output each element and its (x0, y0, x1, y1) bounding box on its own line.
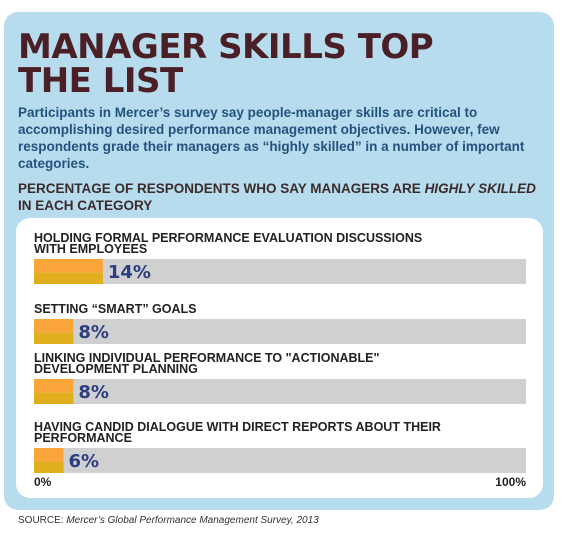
category-label: HAVING CANDID DIALOGUE WITH DIRECT REPOR… (34, 420, 441, 434)
data-label: 8% (78, 382, 109, 403)
chart-card: HOLDING FORMAL PERFORMANCE EVALUATION DI… (16, 218, 543, 498)
chart-heading-suffix: IN EACH CATEGORY (18, 198, 153, 213)
bar-chart: HOLDING FORMAL PERFORMANCE EVALUATION DI… (34, 231, 526, 489)
bar-fill-top (34, 448, 64, 462)
bar-fill-bottom (34, 392, 74, 404)
bar-fill-bottom (34, 332, 74, 344)
category-label: LINKING INDIVIDUAL PERFORMANCE TO "ACTIO… (34, 351, 379, 365)
data-label: 6% (69, 451, 100, 472)
bar-fill-bottom (34, 272, 103, 284)
page-title: MANAGER SKILLS TOP THE LIST (18, 30, 538, 98)
category-label: HOLDING FORMAL PERFORMANCE EVALUATION DI… (34, 231, 422, 245)
category-label: WITH EMPLOYEES (34, 242, 147, 256)
x-tick-label: 0% (34, 475, 52, 489)
bar-track (34, 379, 526, 404)
data-label: 8% (78, 322, 109, 343)
bar-fill-bottom (34, 461, 64, 473)
chart-heading-prefix: PERCENTAGE OF RESPONDENTS WHO SAY MANAGE… (18, 181, 425, 196)
bar-fill-top (34, 379, 74, 393)
title-line-1: MANAGER SKILLS TOP (18, 27, 434, 67)
data-label: 14% (108, 262, 151, 283)
bar-track (34, 259, 526, 284)
category-label: SETTING “SMART” GOALS (34, 302, 197, 316)
bar-track (34, 319, 526, 344)
subtitle: Participants in Mercer’s survey say peop… (18, 105, 525, 171)
source-label: SOURCE: (18, 515, 67, 526)
title-line-2: THE LIST (18, 61, 183, 101)
bar-track (34, 448, 526, 473)
x-tick-label: 100% (495, 475, 526, 489)
category-label: PERFORMANCE (34, 431, 132, 445)
source-text: Mercer’s Global Performance Management S… (66, 515, 319, 526)
bar-fill-top (34, 259, 103, 273)
category-label: DEVELOPMENT PLANNING (34, 362, 198, 376)
source-note: SOURCE: Mercer’s Global Performance Mana… (18, 515, 319, 526)
chart-heading: PERCENTAGE OF RESPONDENTS WHO SAY MANAGE… (18, 180, 538, 214)
bar-fill-top (34, 319, 74, 333)
chart-heading-emphasis: HIGHLY SKILLED (424, 181, 536, 196)
